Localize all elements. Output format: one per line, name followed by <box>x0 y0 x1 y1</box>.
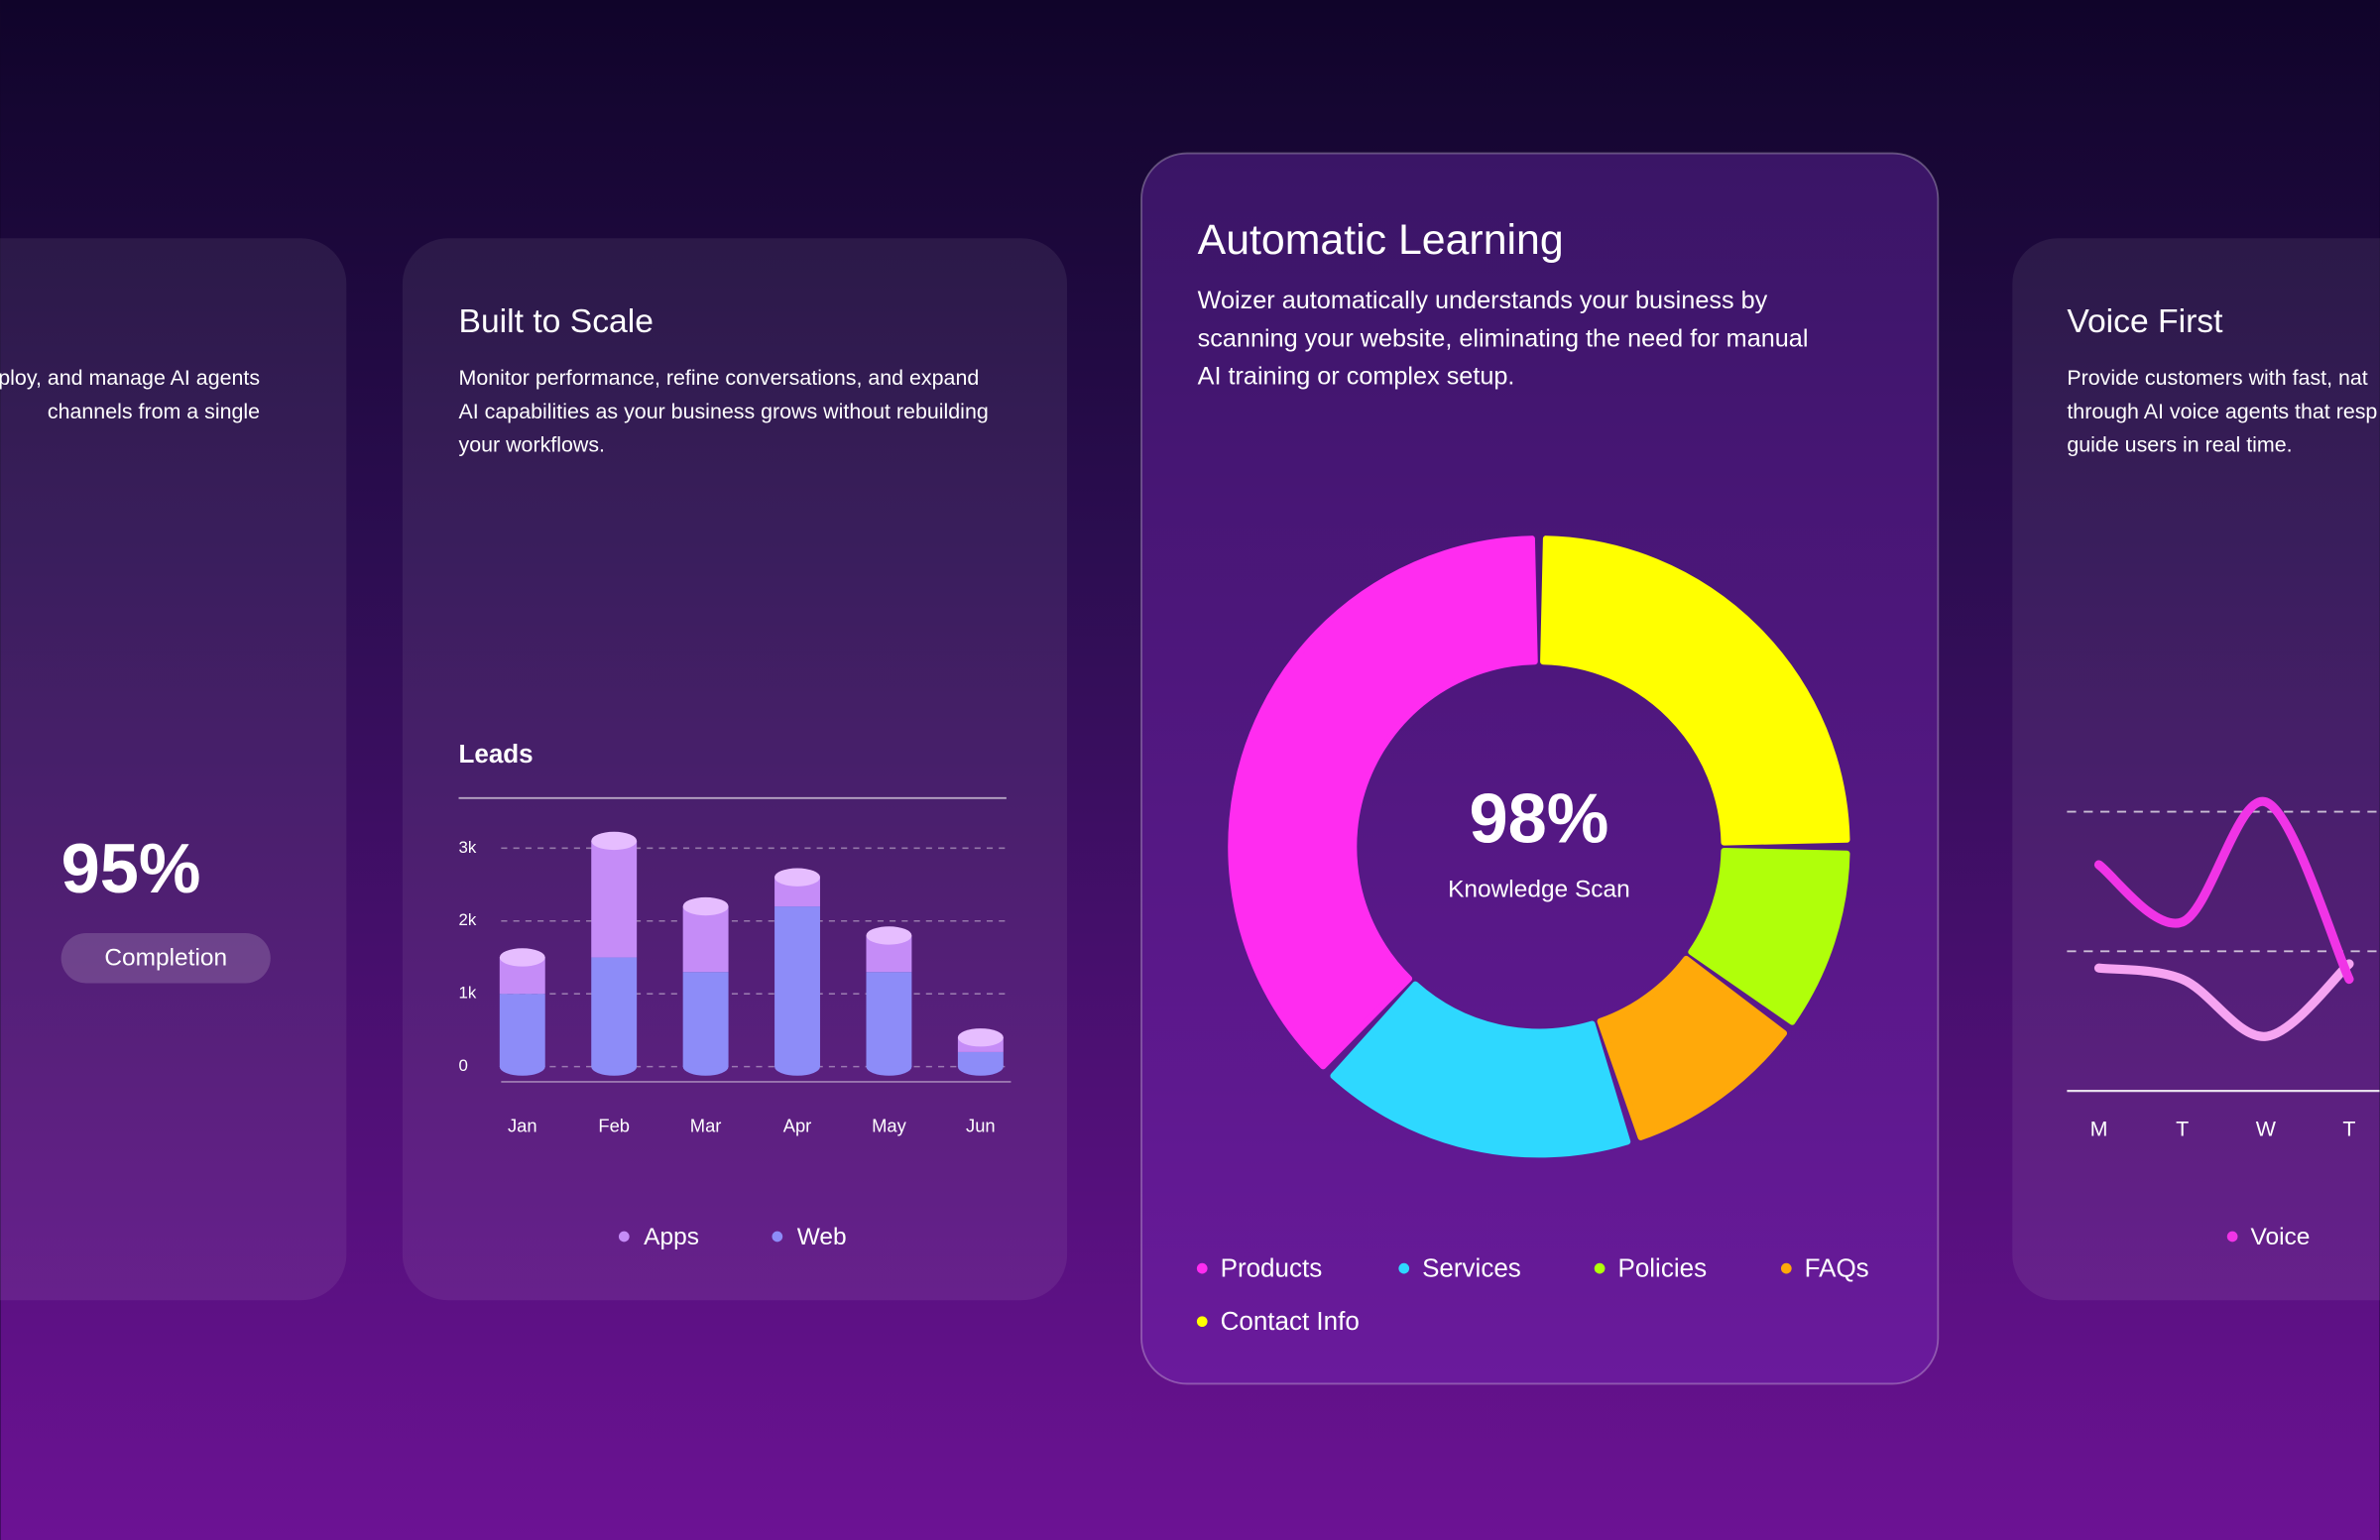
card-title: Voice First <box>2067 303 2223 340</box>
legend-dot <box>1780 1262 1792 1274</box>
legend-dot <box>1398 1262 1410 1274</box>
y-tick-label: 0 <box>459 1056 468 1075</box>
card <box>2012 238 2380 1301</box>
line-series <box>2093 959 2354 1041</box>
x-tick-label: Jan <box>508 1116 537 1136</box>
x-tick-label: W <box>2256 1118 2277 1141</box>
card <box>0 238 347 1301</box>
card-text: AI training or complex setup. <box>1198 363 1515 391</box>
card-text: Monitor performance, refine conversation… <box>459 366 980 390</box>
card-text: guide users in real time. <box>2067 432 2292 456</box>
legend-label: Policies <box>1617 1253 1707 1283</box>
bar-segment <box>866 972 912 1067</box>
x-tick-label: Apr <box>783 1116 812 1136</box>
bar-cap <box>499 948 545 967</box>
legend-label: Voice <box>2251 1224 2311 1250</box>
legend-label: Contact Info <box>1221 1306 1360 1336</box>
donut-segment <box>1540 535 1850 846</box>
card-title: Automatic Learning <box>1198 216 1564 264</box>
card-text: Woizer automatically understands your bu… <box>1198 287 1768 314</box>
legend-dot <box>1196 1316 1208 1328</box>
chart-title: Leads <box>459 739 534 769</box>
legend-dot <box>1594 1262 1606 1274</box>
legend-dot <box>618 1231 630 1243</box>
card-title: Built to Scale <box>459 303 654 340</box>
bar-segment <box>957 1051 1004 1067</box>
legend-label: Web <box>797 1224 847 1250</box>
card-text: channels from a single <box>48 400 260 423</box>
bar-cap <box>957 1028 1004 1047</box>
bar-segment <box>591 957 638 1067</box>
legend-label: FAQs <box>1805 1253 1869 1283</box>
legend-label: Services <box>1422 1253 1521 1283</box>
card <box>402 238 1068 1301</box>
line-series <box>2093 796 2354 985</box>
x-tick-label: T <box>2342 1118 2355 1141</box>
x-tick-label: Feb <box>598 1116 630 1136</box>
donut-segment <box>1330 981 1631 1158</box>
card-text: AI capabilities as your business grows w… <box>459 400 989 423</box>
card-text: through AI voice agents that resp <box>2067 400 2377 423</box>
bar-cap <box>591 831 638 851</box>
card-text: your workflows. <box>459 432 606 456</box>
y-tick-label: 3k <box>459 838 477 857</box>
legend-dot <box>2226 1231 2238 1243</box>
legend-label: Apps <box>644 1224 699 1250</box>
bar-cap <box>866 926 912 945</box>
legend-label: Products <box>1221 1253 1323 1283</box>
y-tick-label: 2k <box>459 910 477 929</box>
badge <box>60 932 271 984</box>
card-text: scanning your website, eliminating the n… <box>1198 324 1809 352</box>
bar-segment <box>499 994 545 1067</box>
stat: 95% <box>61 829 201 907</box>
bar-segment <box>591 840 638 958</box>
bar-cap <box>774 868 820 887</box>
x-tick-label: M <box>2090 1118 2108 1141</box>
y-tick-label: 1k <box>459 984 477 1003</box>
x-tick-label: Jun <box>966 1116 996 1136</box>
card-text: Provide customers with fast, nat <box>2067 366 2367 390</box>
donut-center-value: 98% <box>1469 778 1608 857</box>
donut-segment <box>1688 847 1850 1025</box>
bar-cap <box>682 896 729 916</box>
card-text: ploy, and manage AI agents <box>0 366 260 390</box>
x-tick-label: T <box>2176 1118 2189 1141</box>
badge-label: Completion <box>104 944 227 971</box>
donut-segment <box>1228 535 1538 1070</box>
bar-segment <box>682 972 729 1067</box>
x-tick-label: Mar <box>690 1116 722 1136</box>
bar-segment <box>682 906 729 973</box>
legend-dot <box>1196 1262 1208 1274</box>
donut-segment <box>1597 955 1788 1140</box>
legend-dot <box>772 1231 783 1243</box>
bar-segment <box>774 906 820 1067</box>
x-tick-label: May <box>872 1116 907 1136</box>
donut-center-label: Knowledge Scan <box>1448 877 1630 903</box>
